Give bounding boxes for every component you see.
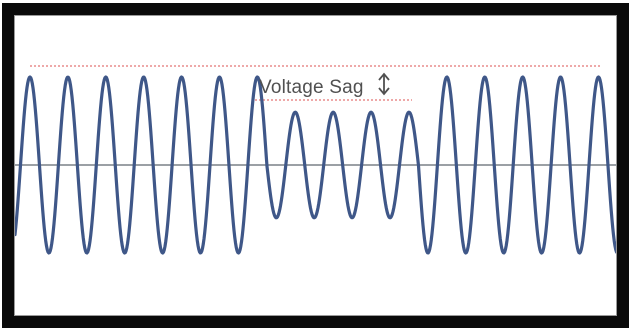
plot-area: Voltage Sag [14, 15, 617, 316]
figure-frame: Voltage Sag [2, 3, 629, 328]
voltage-waveform [15, 75, 616, 255]
waveform-canvas [15, 65, 616, 255]
double-headed-vertical-arrow-icon [378, 72, 390, 96]
voltage-sag-label: Voltage Sag [259, 77, 364, 98]
